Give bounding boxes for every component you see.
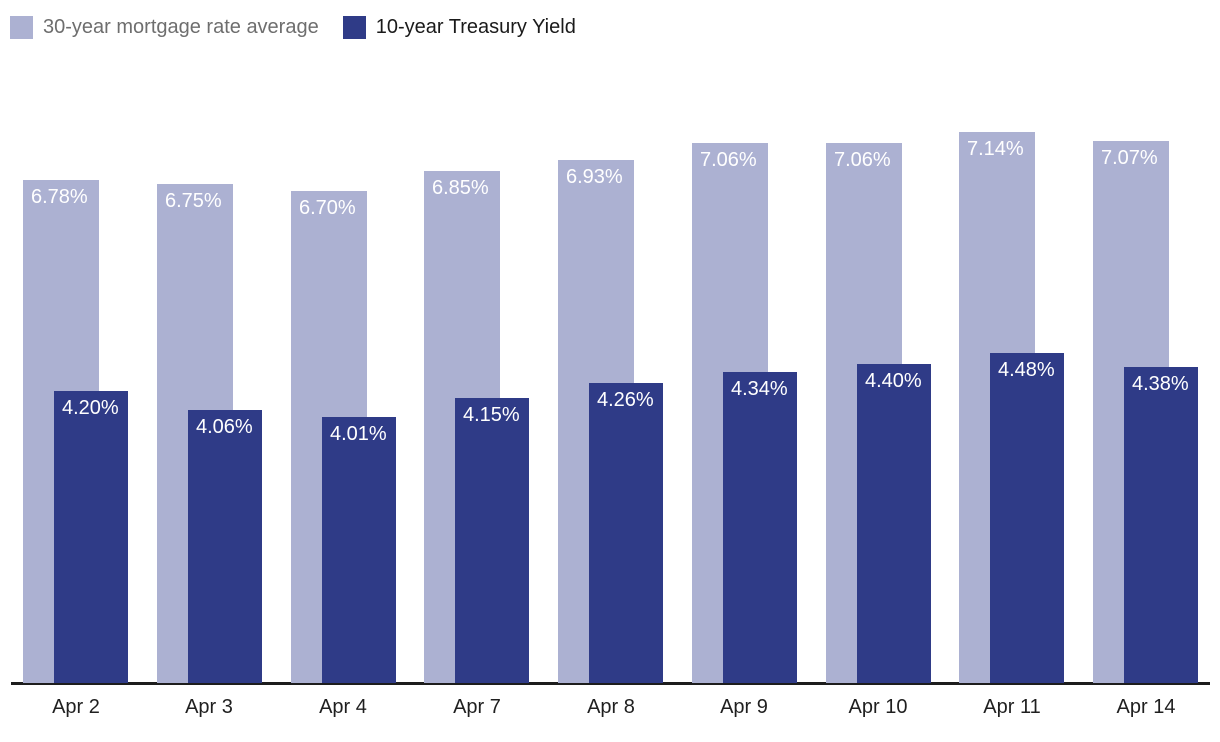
treasury-yield-bar: 4.20% <box>54 391 128 683</box>
bar-value-label: 7.06% <box>834 149 891 171</box>
bar-value-label: 4.06% <box>196 416 253 438</box>
bar-value-label: 4.20% <box>62 397 119 419</box>
treasury-yield-bar: 4.01% <box>322 417 396 683</box>
bar-value-label: 6.78% <box>31 186 88 208</box>
x-axis-label: Apr 14 <box>1116 696 1176 718</box>
bar-value-label: 6.75% <box>165 190 222 212</box>
x-axis-label: Apr 11 <box>983 696 1041 718</box>
treasury-yield-bar: 4.34% <box>723 372 797 683</box>
x-axis-label: Apr 8 <box>587 696 635 718</box>
bar-value-label: 7.06% <box>700 149 757 171</box>
bar-value-label: 4.01% <box>330 423 387 445</box>
treasury-yield-bar: 4.15% <box>455 398 529 683</box>
legend-label-treasury: 10-year Treasury Yield <box>375 16 576 38</box>
bar-value-label: 7.14% <box>967 138 1024 160</box>
treasury-yield-bar: 4.40% <box>857 364 931 683</box>
x-axis-label: Apr 7 <box>453 696 501 718</box>
x-axis-label: Apr 10 <box>848 696 908 718</box>
treasury-yield-bar: 4.38% <box>1124 367 1198 683</box>
bar-value-label: 6.70% <box>299 197 356 219</box>
legend-swatch-treasury <box>342 15 366 39</box>
bar-value-label: 4.40% <box>865 370 922 392</box>
x-axis-line <box>11 682 1210 685</box>
legend-label-mortgage: 30-year mortgage rate average <box>43 16 319 38</box>
plot-area: 6.78% 4.20% 6.75% 4.06% 6.70% 4.01% 6.85% 4.15%… <box>23 132 1198 683</box>
bar-value-label: 4.15% <box>463 404 520 426</box>
bar-value-label: 4.48% <box>998 359 1055 381</box>
x-axis-label: Apr 3 <box>185 696 233 718</box>
bar-value-label: 6.85% <box>432 177 489 199</box>
treasury-yield-bar: 4.06% <box>188 410 262 683</box>
bar-value-label: 6.93% <box>566 166 623 188</box>
treasury-yield-bar: 4.26% <box>589 383 663 683</box>
x-axis-label: Apr 4 <box>319 696 367 718</box>
bar-value-label: 4.38% <box>1132 373 1189 395</box>
legend-item-treasury: 10-year Treasury Yield <box>342 15 576 39</box>
x-axis-label: Apr 2 <box>52 696 100 718</box>
treasury-yield-bar: 4.48% <box>990 353 1064 683</box>
legend-swatch-mortgage <box>10 15 33 39</box>
bar-value-label: 4.34% <box>731 378 788 400</box>
bar-value-label: 4.26% <box>597 389 654 411</box>
legend-item-mortgage: 30-year mortgage rate average <box>10 15 319 39</box>
bar-value-label: 7.07% <box>1101 147 1158 169</box>
x-axis-label: Apr 9 <box>720 696 768 718</box>
legend: 30-year mortgage rate average 10-year Tr… <box>10 15 576 39</box>
